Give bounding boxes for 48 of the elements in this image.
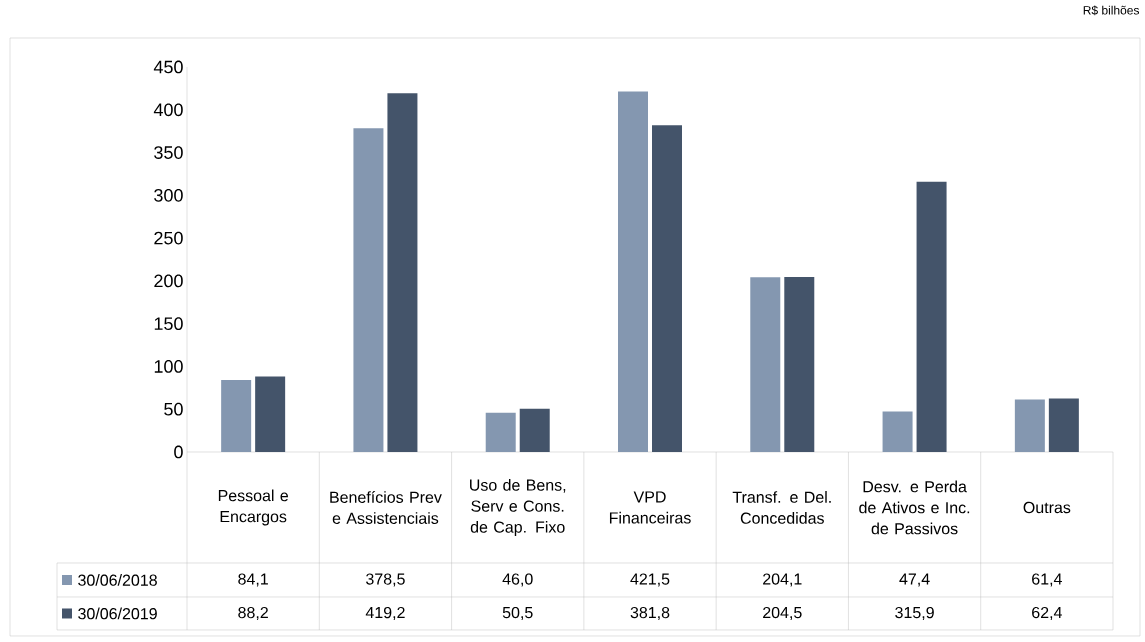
y-tick-label: 0 [174,445,183,459]
y-tick-label: 450 [153,60,183,74]
data-label: 315,9 [895,606,934,621]
data-label: 204,5 [763,606,802,621]
bar [618,91,648,452]
x-tick-label: Desv. e Perda de Ativos e Inc. de Passivos [859,480,970,535]
y-tick-label: 400 [153,103,183,117]
data-label: 47,4 [899,573,930,587]
y-tick-label: 300 [154,188,183,202]
x-tick-label: Uso de Bens, Serv e Cons. de Cap. Fixo [470,479,566,536]
data-label: 46,0 [502,573,533,587]
y-tick-label: 50 [164,402,183,416]
x-tick-label: VPD Financeiras [609,491,691,524]
bar [784,277,815,452]
bar [353,128,384,452]
bar [750,277,781,452]
data-label: 84,1 [238,573,268,587]
data-label: 419,2 [365,606,405,621]
bar [882,411,913,452]
bar [1048,398,1079,452]
data-label: 50,5 [502,606,533,621]
data-label: 378,5 [366,573,405,587]
y-tick-label: 200 [154,274,183,288]
y-tick-label: 250 [154,231,183,245]
bar [255,376,286,452]
text: R$ bilhões [1083,5,1140,16]
y-tick-label: 350 [154,146,183,159]
bar [519,408,550,452]
legend-label: 30/06/2018 [78,574,157,586]
bar [485,412,516,452]
x-tick-label: Transf. e Del. Concedidas [732,491,831,524]
data-label: 381,8 [630,606,670,621]
bar [916,181,947,452]
x-tick-label: Pessoal e Encargos [218,489,288,526]
bar [387,93,418,452]
y-tick-label: 150 [154,317,183,331]
data-label: 204,1 [763,573,802,587]
data-label: 421,5 [630,573,670,587]
bar [1014,399,1045,452]
data-label: 62,4 [1032,606,1062,621]
data-label: 88,2 [238,606,268,621]
x-tick-label: Benefícios Prev e Assistenciais [330,491,442,524]
bar [652,125,682,452]
x-tick-label: Outras [1023,501,1071,514]
data-label: 61,4 [1032,573,1062,587]
y-tick-label: 100 [154,360,183,373]
bar [221,380,252,452]
legend-label: 30/06/2019 [78,607,157,620]
